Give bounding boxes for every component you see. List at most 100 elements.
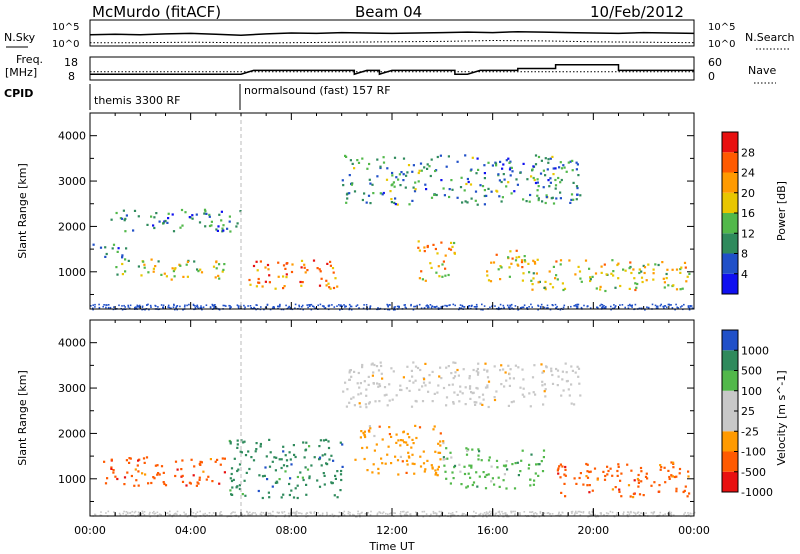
power-cell xyxy=(508,168,512,171)
noise-lines xyxy=(89,30,695,44)
velocity-ground-cell xyxy=(626,511,629,513)
power-ground-cell xyxy=(149,304,152,307)
power-ground-cell xyxy=(278,305,281,308)
velocity-cell xyxy=(468,377,471,380)
velocity-cell xyxy=(503,473,506,476)
velocity-cell xyxy=(637,479,640,482)
power-cell xyxy=(357,161,361,164)
power-cell xyxy=(474,190,478,193)
velocity-ground-cell xyxy=(376,513,379,516)
velocity-cell xyxy=(340,469,343,473)
power-ground-cell xyxy=(601,304,604,306)
power-ground-cell xyxy=(211,303,214,306)
power-cell xyxy=(325,284,328,287)
velocity-cell xyxy=(578,382,581,385)
power-cell xyxy=(436,252,439,255)
power-cell xyxy=(575,185,579,188)
velocity-cell xyxy=(626,463,629,466)
power-cell xyxy=(179,226,182,229)
power-cell xyxy=(531,288,534,291)
velocity-cell xyxy=(377,369,381,372)
colorbar-tick-label: -500 xyxy=(741,466,766,479)
power-ground-cell xyxy=(404,304,406,306)
velocity-cell xyxy=(558,465,561,468)
power-cell xyxy=(508,161,511,164)
velocity-ground-cell xyxy=(662,514,665,516)
velocity-cell xyxy=(607,469,610,473)
freq-right-tick-top: 60 xyxy=(708,56,722,69)
power-cell xyxy=(519,171,522,174)
velocity-ground-cell xyxy=(628,513,631,515)
power-heatmap-cells xyxy=(90,113,694,311)
power-cell xyxy=(115,266,118,269)
velocity-cell xyxy=(419,368,422,372)
velocity-cell xyxy=(522,378,525,381)
power-ground-cell xyxy=(134,306,136,309)
power-ground-cell xyxy=(369,305,372,307)
velocity-cell xyxy=(509,368,512,371)
power-ground-cell xyxy=(468,305,470,307)
power-ground-cell xyxy=(497,306,500,309)
velocity-cell xyxy=(538,463,541,466)
power-ground-cell xyxy=(660,303,662,306)
velocity-cell xyxy=(401,439,404,442)
velocity-cell xyxy=(438,375,441,378)
power-cell xyxy=(666,268,669,271)
velocity-cell xyxy=(356,382,359,385)
velocity-cell xyxy=(435,472,438,475)
velocity-cell xyxy=(368,430,371,433)
velocity-cell xyxy=(421,400,425,403)
velocity-ground-cell xyxy=(484,513,487,516)
velocity-cell xyxy=(423,470,426,473)
power-ground-cell xyxy=(369,306,371,308)
power-cell xyxy=(210,224,213,227)
velocity-ground-cell xyxy=(432,512,435,515)
power-cell xyxy=(464,154,467,157)
velocity-ground-cell xyxy=(237,515,240,518)
power-ground-cell xyxy=(613,307,616,309)
velocity-cell xyxy=(573,477,576,480)
colorbar-tick-label: 500 xyxy=(741,365,762,378)
colorbar-segment xyxy=(722,431,738,452)
power-ground-cell xyxy=(225,305,227,307)
power-cell xyxy=(537,155,541,159)
power-ground-cell xyxy=(416,304,418,307)
velocity-cell xyxy=(288,451,291,454)
velocity-cell xyxy=(445,396,449,399)
power-cell xyxy=(345,201,348,204)
velocity-cell xyxy=(302,478,305,482)
power-ground-cell xyxy=(103,304,105,306)
velocity-ground-cell xyxy=(519,513,521,516)
power-cell xyxy=(624,269,627,272)
velocity-cell xyxy=(675,487,678,490)
velocity-cell xyxy=(319,439,322,442)
power-ground-cell xyxy=(127,304,129,307)
velocity-cell xyxy=(412,381,415,384)
power-ground-cell xyxy=(502,304,505,307)
velocity-cell xyxy=(611,474,614,477)
power-cell xyxy=(150,215,153,218)
velocity-cell xyxy=(361,366,364,369)
velocity-ground-cell xyxy=(295,513,298,515)
velocity-ground-cell xyxy=(405,512,407,514)
velocity-cell xyxy=(110,466,113,469)
velocity-cell xyxy=(564,474,567,477)
power-ground-cell xyxy=(610,308,612,311)
power-cell xyxy=(368,178,371,181)
velocity-ground-cell xyxy=(578,510,581,513)
velocity-cell xyxy=(611,488,614,491)
power-ground-cell xyxy=(160,304,163,306)
velocity-cell xyxy=(517,366,520,369)
power-cell xyxy=(579,194,582,197)
power-ground-cell xyxy=(128,307,131,310)
power-ground-cell xyxy=(107,306,110,309)
power-ground-cell xyxy=(630,305,633,307)
velocity-ground-cell xyxy=(248,514,250,517)
power-ground-cell xyxy=(288,305,290,308)
velocity-cell xyxy=(557,375,560,378)
velocity-ground-cell xyxy=(441,511,443,513)
power-cell xyxy=(559,263,562,266)
power-cell xyxy=(515,256,518,259)
power-ground-cell xyxy=(602,305,604,308)
velocity-cell xyxy=(686,495,689,498)
